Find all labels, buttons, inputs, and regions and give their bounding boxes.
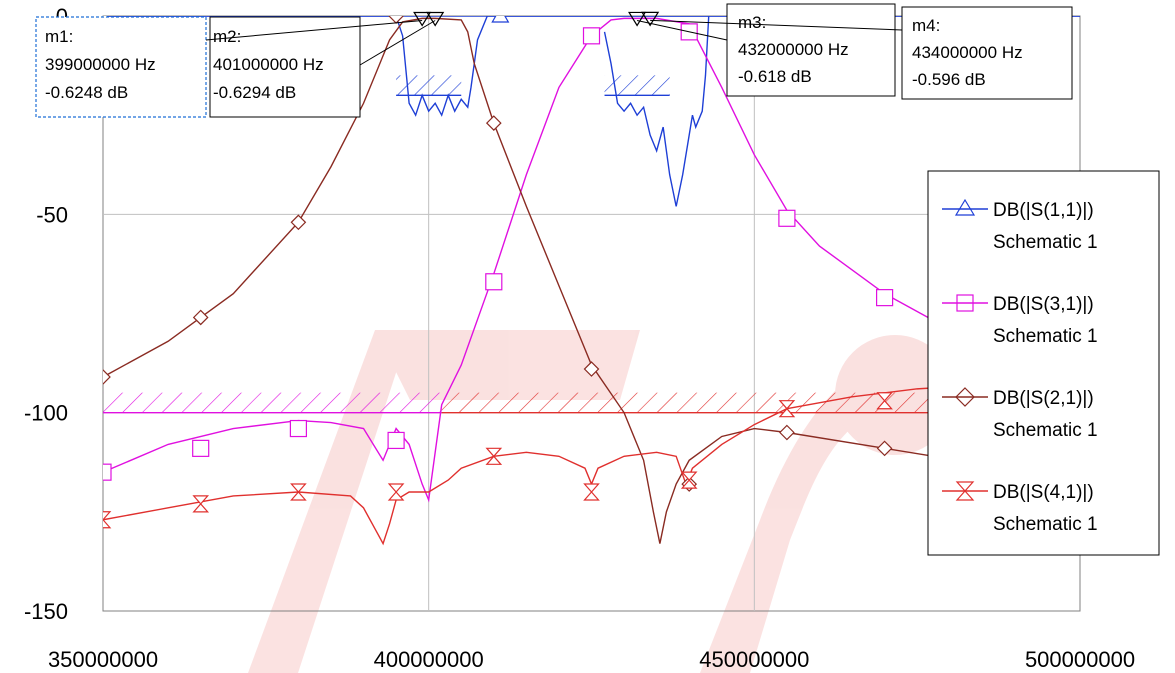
spec-hatch [396,75,462,96]
marker-m1-value: -0.6248 dB [45,83,128,102]
axes: 3500000004000000004500000005000000000-50… [24,4,1135,672]
series-line-DB(|S(2,1)|) [103,17,1080,544]
marker-m2-name: m2: [213,27,241,46]
marker-m2-freq: 401000000 Hz [213,55,324,74]
marker-box-m2[interactable]: m2: 401000000 Hz -0.6294 dB [209,16,361,118]
data-point-marker [680,471,698,489]
marker-leader-line [205,19,423,41]
legend: DB(|S(1,1)|) Schematic 1 DB(|S(3,1)|) Sc… [927,170,1160,556]
x-tick-label: 350000000 [48,647,158,672]
marker-m4-name: m4: [912,16,940,35]
legend-s11-name: DB(|S(1,1)|) [993,200,1094,221]
marker-m3-name: m3: [738,13,766,32]
data-point-marker [582,27,601,45]
x-tick-label: 450000000 [699,647,809,672]
data-point-marker [388,16,404,24]
marker-triangle-icon[interactable] [413,11,432,27]
data-point-marker [485,273,503,291]
data-point-marker [485,447,503,465]
data-point-marker [485,115,502,131]
legend-s31-name: DB(|S(3,1)|) [993,294,1094,315]
data-point-marker [876,392,893,410]
marker-triangle-icon[interactable] [641,11,660,27]
data-point-marker [875,289,894,307]
legend-item-s11[interactable]: DB(|S(1,1)|) Schematic 1 [942,198,1098,253]
data-point-marker [491,16,510,23]
marker-box-m3[interactable]: m3: 432000000 Hz -0.618 dB [726,3,896,97]
marker-triangle-icon[interactable] [426,11,445,27]
marker-m1-name: m1: [45,27,73,46]
spec-hatch [604,75,670,96]
data-point-marker [290,483,307,501]
data-point-marker [387,431,405,450]
y-tick-label: -100 [24,401,68,426]
data-point-marker [583,361,600,377]
marker-m4-value: -0.596 dB [912,70,986,89]
x-tick-label: 400000000 [374,647,484,672]
data-point-marker [779,424,795,441]
marker-m3-freq: 432000000 Hz [738,40,849,59]
data-point-marker [103,463,112,481]
marker-leader-line [650,19,903,31]
spec-hatch [103,392,442,413]
data-point-marker [290,214,307,231]
y-tick-label: -50 [36,202,68,227]
watermark [248,330,998,673]
spec-hatch [441,392,1080,413]
marker-triangle-icon[interactable] [628,11,647,27]
legend-s21-source: Schematic 1 [993,420,1098,441]
series-layer [103,16,1080,546]
data-point-marker [192,495,210,513]
legend-s41-source: Schematic 1 [993,514,1098,535]
legend-item-s41[interactable]: DB(|S(4,1)|) Schematic 1 [942,481,1098,535]
data-point-marker [583,483,600,501]
data-point-marker [289,419,307,438]
series-line-DB(|S(4,1)|) [103,380,1080,546]
square-marker-icon [956,294,974,312]
y-tick-label: -150 [24,599,68,624]
marker-box-m1[interactable]: m1: 399000000 Hz -0.6248 dB [35,16,207,118]
marker-leader-line [636,19,728,41]
data-point-marker [192,439,210,457]
marker-m2-value: -0.6294 dB [213,83,296,102]
x-tick-label: 500000000 [1025,647,1135,672]
legend-s21-name: DB(|S(2,1)|) [993,388,1094,409]
marker-m1-freq: 399000000 Hz [45,55,156,74]
series-line-s11 [103,16,709,117]
hourglass-marker-icon [955,481,975,501]
data-point-marker [387,483,405,501]
triangle-marker-icon [954,198,976,216]
legend-s41-name: DB(|S(4,1)|) [993,482,1094,503]
legend-item-s31[interactable]: DB(|S(3,1)|) Schematic 1 [942,294,1098,347]
data-point-marker [876,440,893,457]
data-point-marker [778,209,796,227]
marker-annotations: m1: 399000000 Hz -0.6248 dB m2: 40100000… [35,3,1073,118]
diamond-marker-icon [955,387,975,407]
marker-leader-line [359,20,436,66]
series-line-s11 [603,16,1080,207]
data-point-marker [103,511,112,529]
series-line-DB(|S(3,1)|) [103,17,1080,503]
legend-s11-source: Schematic 1 [993,232,1098,253]
marker-m3-value: -0.618 dB [738,67,812,86]
marker-m4-freq: 434000000 Hz [912,43,1023,62]
legend-s31-source: Schematic 1 [993,326,1098,347]
data-point-marker [103,369,111,385]
data-point-marker [778,400,796,418]
marker-box-m4[interactable]: m4: 434000000 Hz -0.596 dB [901,6,1073,100]
data-point-marker [192,309,209,326]
legend-item-s21[interactable]: DB(|S(2,1)|) Schematic 1 [942,387,1098,441]
